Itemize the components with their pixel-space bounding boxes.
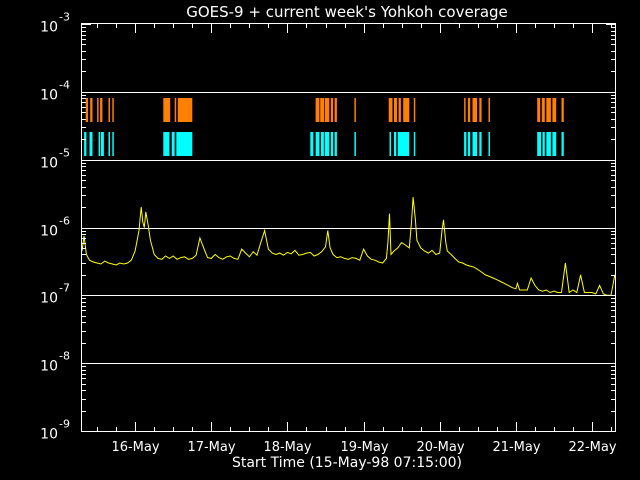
coverage-bar-top (315, 98, 320, 122)
coverage-bar-top (177, 98, 193, 122)
coverage-bar-bottom (112, 132, 114, 156)
plot-frame (81, 23, 616, 432)
coverage-bar-top (413, 98, 416, 122)
coverage-bar-bottom (354, 132, 356, 156)
coverage-bar-bottom (479, 132, 482, 156)
coverage-bar-top (561, 98, 564, 122)
grid-lines (82, 92, 615, 364)
y-tick-label: 10 (40, 427, 58, 443)
coverage-bar-bottom (171, 132, 175, 156)
coverage-bar-top (108, 98, 110, 122)
coverage-bar-bottom (537, 132, 541, 156)
coverage-bar-top (394, 98, 397, 122)
coverage-bar-bottom (310, 132, 314, 156)
coverage-bar-top (541, 98, 545, 122)
coverage-bar-top (552, 98, 557, 122)
y-tick-exponent: -7 (59, 282, 70, 295)
coverage-bar-bottom (176, 132, 193, 156)
y-tick-label: 10 (40, 88, 58, 104)
y-tick-label: 10 (40, 359, 58, 375)
y-tick-exponent: -4 (59, 79, 70, 92)
y-tick-label: 10 (40, 291, 58, 307)
coverage-bar-top (403, 98, 410, 122)
coverage-bar-top (354, 98, 356, 122)
coverage-bars (84, 98, 564, 156)
coverage-bar-top (324, 98, 330, 122)
coverage-bar-bottom (330, 132, 334, 156)
coverage-bar-bottom (324, 132, 330, 156)
coverage-bar-top (320, 98, 324, 122)
y-tick-label: 10 (40, 224, 58, 240)
coverage-bar-bottom (163, 132, 170, 156)
coverage-bar-bottom (488, 132, 490, 156)
coverage-bar-top (546, 98, 551, 122)
y-tick-exponent: -8 (59, 350, 70, 363)
coverage-bar-top (472, 98, 478, 122)
coverage-bar-top (100, 98, 103, 122)
y-tick-exponent: -6 (59, 215, 70, 228)
coverage-bar-bottom (472, 132, 478, 156)
coverage-bar-top (90, 98, 93, 122)
coverage-bar-bottom (389, 132, 391, 156)
coverage-bar-top (398, 98, 401, 122)
x-tick-label: 18-May (263, 440, 311, 455)
flux-line (81, 197, 616, 296)
coverage-bar-bottom (394, 132, 397, 156)
coverage-bar-top (488, 98, 490, 122)
coverage-bar-bottom (464, 132, 467, 156)
coverage-bar-top (467, 98, 471, 122)
coverage-bar-bottom (413, 132, 416, 156)
y-axis: 10-910-810-710-610-510-410-3 (40, 11, 615, 443)
coverage-bar-bottom (552, 132, 557, 156)
x-tick-label: 21-May (492, 440, 540, 455)
y-tick-label: 10 (40, 156, 58, 172)
coverage-bar-top (537, 98, 541, 122)
chart-title: GOES-9 + current week's Yohkoh coverage (186, 3, 508, 21)
coverage-bar-bottom (315, 132, 320, 156)
y-tick-exponent: -9 (59, 418, 70, 431)
coverage-bar-bottom (320, 132, 324, 156)
coverage-bar-bottom (334, 132, 337, 156)
coverage-bar-top (112, 98, 114, 122)
y-tick-exponent: -5 (59, 147, 70, 160)
coverage-bar-top (388, 98, 393, 122)
x-tick-label: 22-May (568, 440, 616, 455)
coverage-bar-top (464, 98, 466, 122)
coverage-bar-bottom (397, 132, 410, 156)
coverage-bar-bottom (84, 132, 87, 156)
coverage-bar-bottom (98, 132, 101, 156)
coverage-bar-top (479, 98, 482, 122)
coverage-bar-bottom (100, 132, 104, 156)
coverage-bar-bottom (108, 132, 110, 156)
coverage-bar-top (85, 98, 88, 122)
x-axis-label: Start Time (15-May-98 07:15:00) (232, 455, 462, 471)
coverage-bar-bottom (561, 132, 564, 156)
y-tick-exponent: -3 (59, 11, 70, 24)
coverage-bar-bottom (542, 132, 545, 156)
x-tick-label: 20-May (416, 440, 464, 455)
coverage-bar-top (97, 98, 99, 122)
x-tick-label: 19-May (340, 440, 388, 455)
flux-series (81, 197, 616, 296)
x-tick-label: 17-May (187, 440, 235, 455)
coverage-bar-top (330, 98, 334, 122)
coverage-bar-bottom (467, 132, 471, 156)
coverage-bar-bottom (546, 132, 551, 156)
coverage-bar-top (174, 98, 177, 122)
coverage-bar-top (334, 98, 337, 122)
x-tick-label: 16-May (111, 440, 159, 455)
coverage-bar-top (163, 98, 171, 122)
y-tick-label: 10 (40, 20, 58, 36)
x-axis: 16-May 17-May 18-May 19-May 20-May 21-May 22-M… (97, 24, 617, 455)
coverage-bar-bottom (89, 132, 93, 156)
